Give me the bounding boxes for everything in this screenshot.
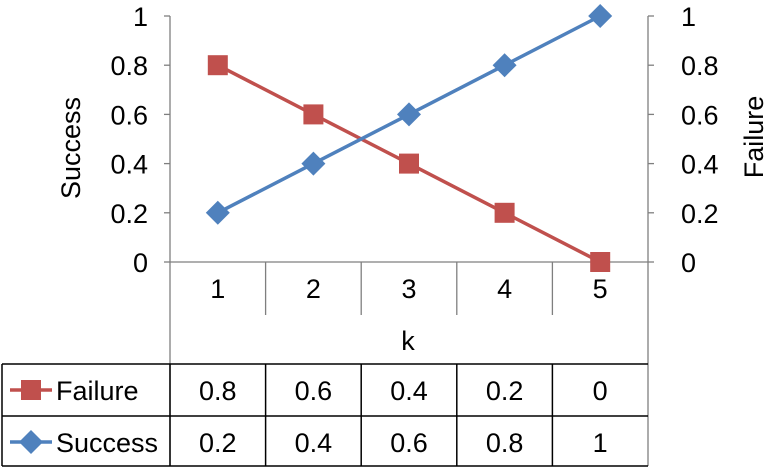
y-tick-left-label: 0.4 — [110, 150, 148, 180]
series-markers — [205, 4, 613, 272]
table-cell: 1 — [593, 428, 608, 458]
data-table: Failure 0.8 0.6 0.4 0.2 0 Success 0.2 0.4 0.6 0.8 1 — [1, 363, 648, 467]
y-tick-left-label: 0.6 — [110, 100, 148, 130]
table-cell: 0.2 — [199, 428, 237, 458]
table-cell: 0.4 — [390, 376, 428, 406]
x-tick-label: 2 — [306, 274, 321, 304]
y-tick-right-label: 0.6 — [681, 100, 719, 130]
table-cell: 0.8 — [486, 428, 524, 458]
data-point-success — [397, 102, 421, 127]
y-tick-left-label: 0 — [133, 248, 148, 278]
y-tick-right-label: 0.2 — [681, 199, 719, 229]
table-cell: 0 — [593, 376, 608, 406]
data-point-success — [301, 151, 326, 176]
data-point-failure — [207, 55, 228, 76]
y-axis-right-title: Failure — [739, 96, 769, 179]
legend-label-failure: Failure — [56, 376, 139, 406]
y-tick-right-label: 0 — [681, 248, 696, 278]
x-axis-title: k — [401, 326, 415, 356]
y-tick-right-label: 1 — [681, 2, 696, 32]
y-tick-left-label: 0.2 — [110, 199, 148, 229]
table-cell: 0.6 — [295, 376, 333, 406]
y-tick-left-label: 0.8 — [110, 51, 148, 81]
legend-label-success: Success — [56, 428, 158, 458]
data-point-success — [492, 53, 517, 78]
series-lines — [216, 14, 602, 264]
table-cell: 0.6 — [390, 428, 428, 458]
y-tick-right-label: 0.8 — [681, 51, 719, 81]
x-tick-label: 1 — [210, 274, 225, 304]
data-point-failure — [303, 104, 324, 125]
y-tick-left-label: 1 — [133, 2, 148, 32]
y-axis-left-title: Success — [56, 97, 86, 199]
data-point-failure — [590, 252, 611, 272]
table-cell: 0.4 — [295, 428, 333, 458]
data-point-failure — [399, 153, 419, 174]
x-tick-label: 5 — [593, 274, 608, 304]
y-tick-right-label: 0.4 — [681, 150, 719, 180]
legend-marker-success — [19, 430, 43, 454]
data-point-failure — [494, 202, 515, 223]
axes: 0 0 0.2 0.2 0.4 0.4 0.6 0.6 0.8 0.8 1 1 1 2 3 4 5 — [110, 2, 719, 466]
table-cell: 0.8 — [199, 376, 237, 406]
data-point-success — [588, 4, 613, 28]
data-point-success — [205, 200, 230, 225]
x-tick-label: 3 — [401, 274, 416, 304]
table-cell: 0.2 — [486, 376, 524, 406]
x-tick-label: 4 — [497, 274, 512, 304]
legend-marker-failure — [21, 380, 41, 400]
